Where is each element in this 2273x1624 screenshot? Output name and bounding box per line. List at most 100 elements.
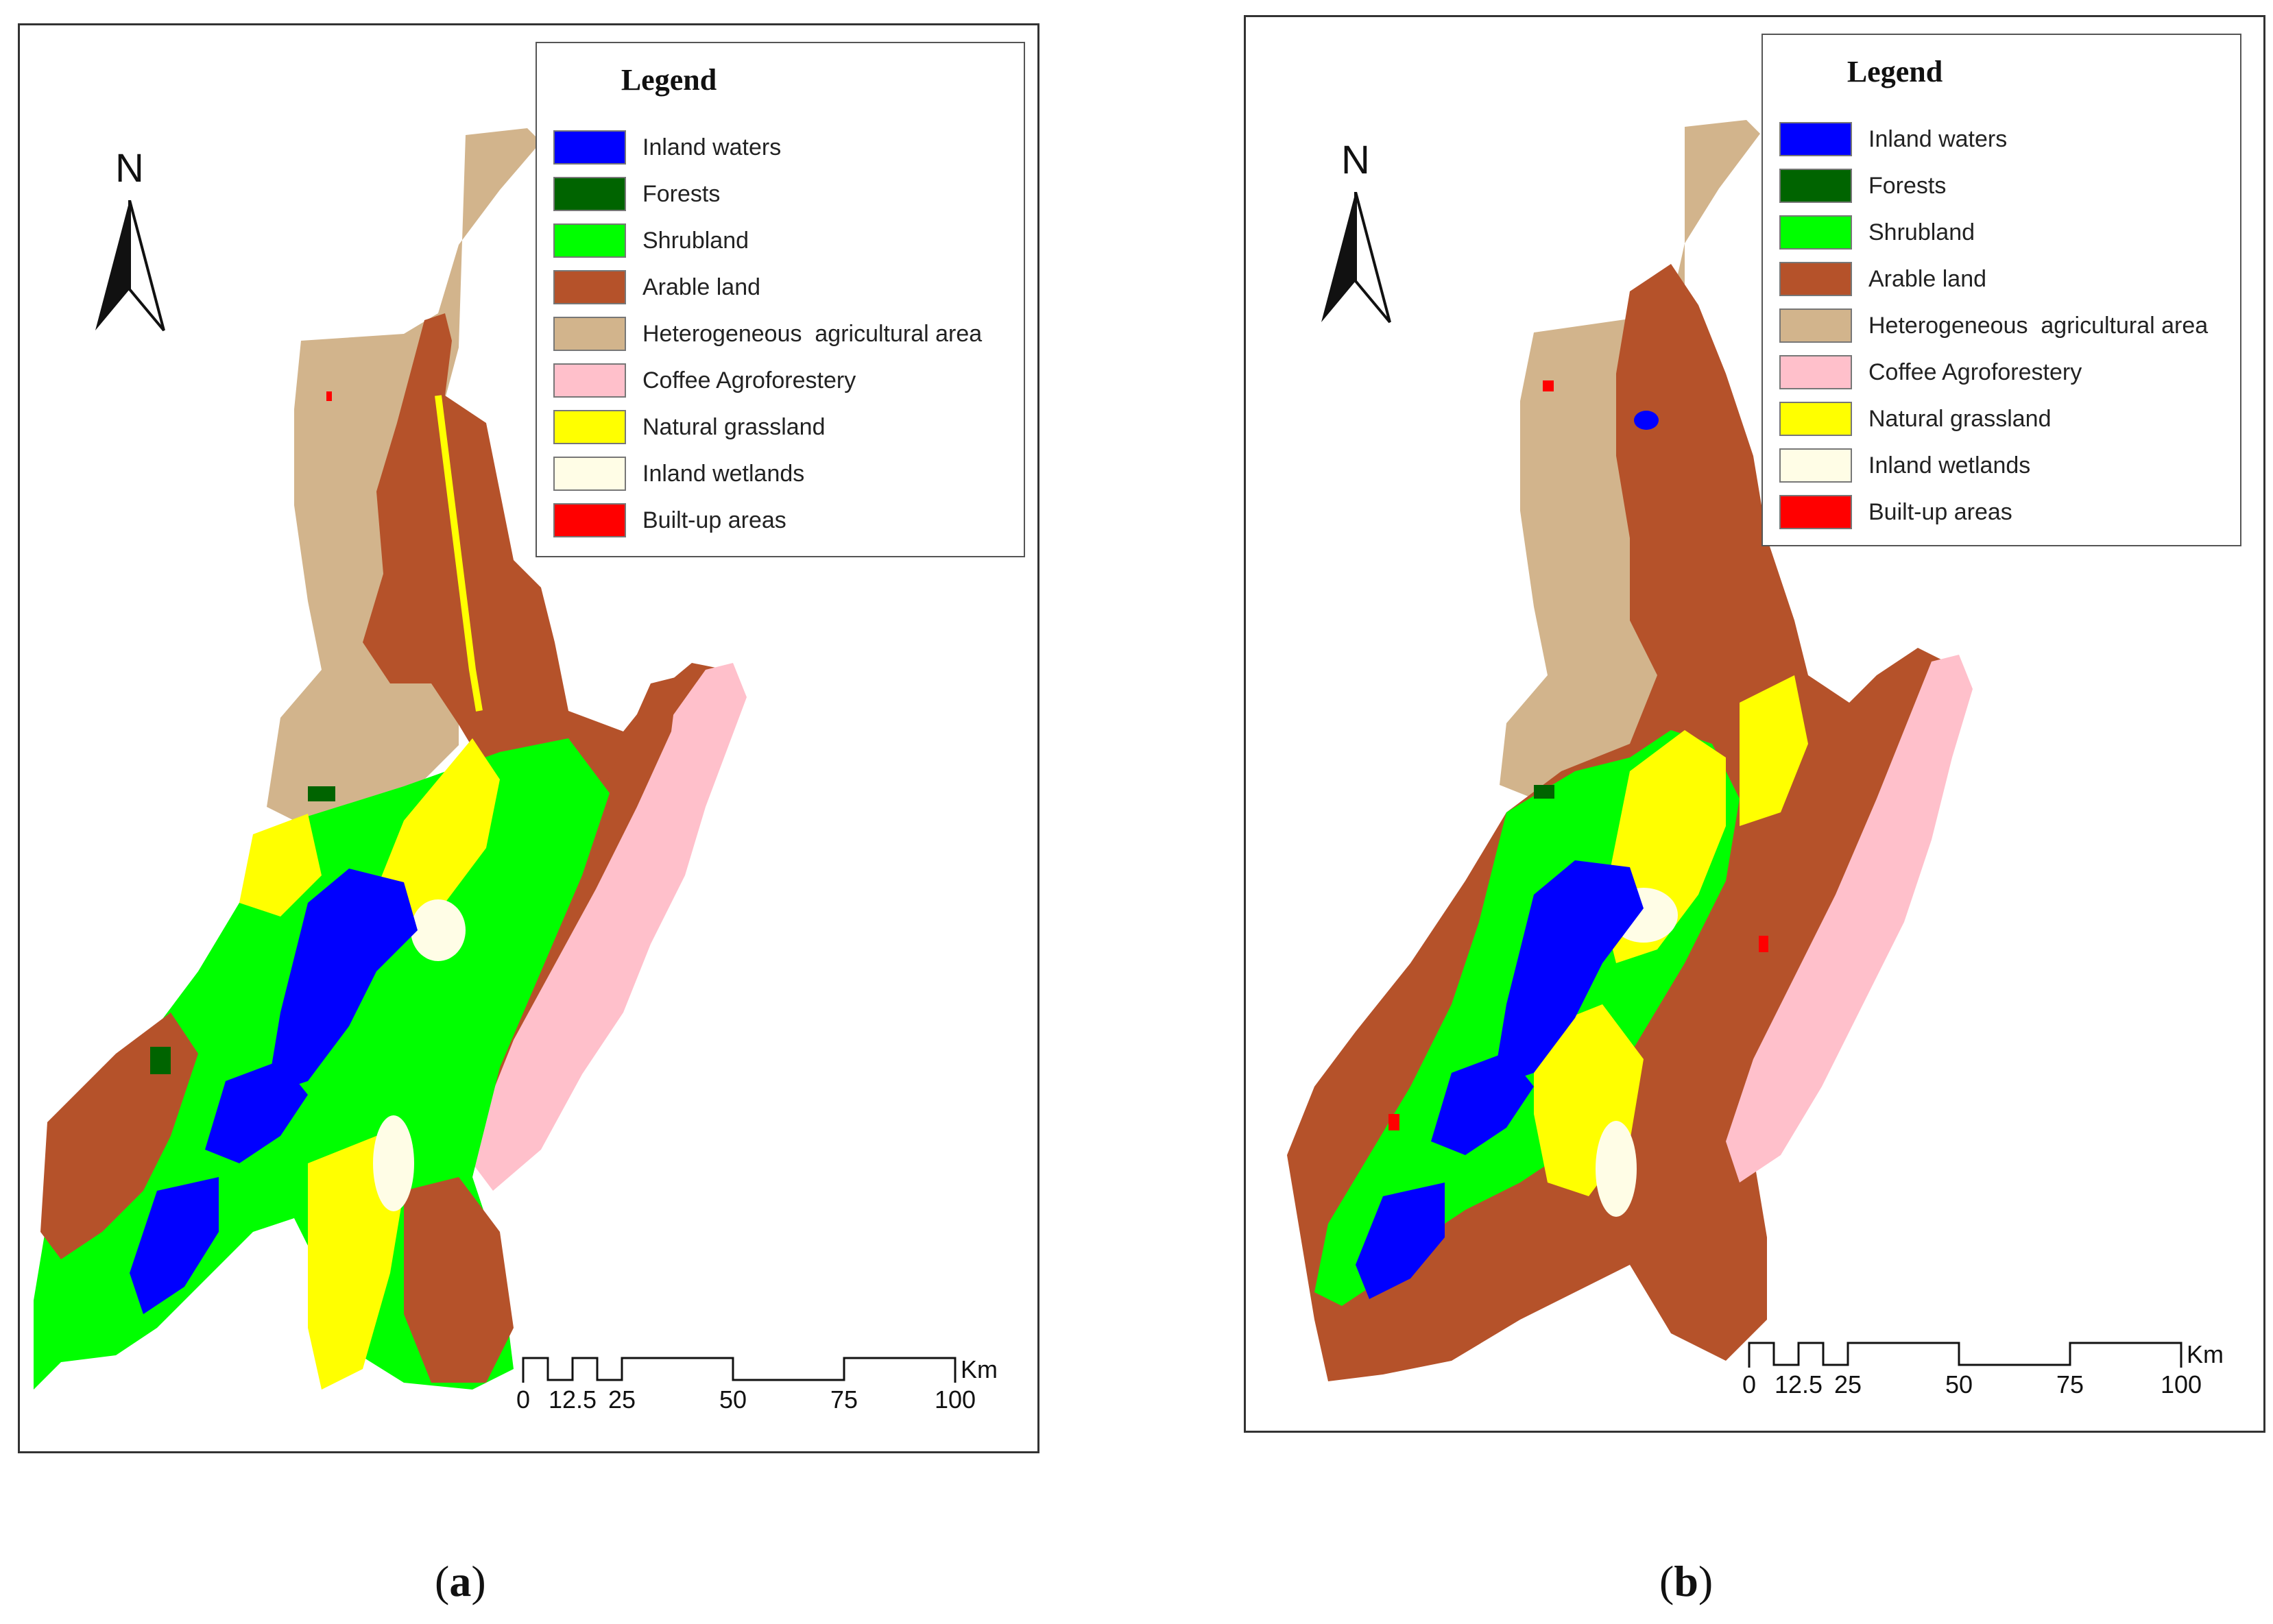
- caption-letter: a: [449, 1557, 472, 1605]
- land-cover-map-a: [34, 128, 747, 1390]
- scale-bar-graphic: [1748, 1342, 2182, 1368]
- legend-box: Legend Inland waters Forests Shrubland A…: [1761, 34, 2241, 546]
- region-forest-patch: [1534, 785, 1554, 799]
- region-grassland-central: [376, 738, 500, 930]
- lake-north: [267, 869, 418, 1095]
- caption-b: (b): [1659, 1556, 1713, 1607]
- scale-bar-graphic: [522, 1357, 957, 1383]
- scale-label-25: 25: [1833, 1370, 1862, 1398]
- legend-swatch: [553, 270, 626, 304]
- legend-swatch: [1779, 402, 1852, 436]
- legend-label: Inland waters: [642, 134, 782, 160]
- caption-close: ): [1698, 1557, 1713, 1605]
- scale-label-100: 100: [934, 1385, 976, 1414]
- legend-label: Coffee Agroforestery: [1868, 359, 2082, 385]
- legend-item-shrubland: Shrubland: [1779, 215, 1975, 250]
- legend-item-shrubland: Shrubland: [553, 223, 749, 258]
- lake-small-north: [1634, 411, 1659, 430]
- caption-close: ): [471, 1557, 486, 1605]
- region-wetland-south: [1596, 1121, 1637, 1217]
- region-built-up-patch-east: [1759, 936, 1768, 952]
- legend-item-inland-wetlands: Inland wetlands: [1779, 448, 2030, 483]
- region-arable-south-center: [404, 1177, 514, 1383]
- scale-label-75: 75: [830, 1385, 858, 1414]
- legend-swatch: [553, 130, 626, 165]
- caption-open: (: [435, 1557, 450, 1605]
- scale-unit: Km: [961, 1355, 998, 1383]
- region-arable-north: [363, 313, 726, 848]
- caption-letter: b: [1674, 1557, 1698, 1605]
- legend-item-heterogeneous-agricultural-area: Heterogeneous agricultural area: [1779, 308, 2208, 343]
- legend-swatch: [1779, 262, 1852, 296]
- legend-label: Built-up areas: [1868, 498, 2012, 525]
- legend-label: Inland waters: [1868, 125, 2008, 152]
- legend-swatch: [553, 317, 626, 351]
- legend-item-heterogeneous-agricultural-area: Heterogeneous agricultural area: [553, 316, 982, 352]
- legend-title: Legend: [1847, 55, 1943, 88]
- legend-swatch: [553, 503, 626, 537]
- legend-label: Shrubland: [642, 227, 749, 254]
- lake-north: [1493, 860, 1644, 1087]
- scale-label-75: 75: [2056, 1370, 2084, 1398]
- scale-unit: Km: [2187, 1340, 2224, 1368]
- region-grassland-river: [435, 395, 483, 712]
- north-arrow: N: [1314, 137, 1397, 343]
- legend-item-built-up-areas: Built-up areas: [1779, 494, 2012, 530]
- legend-label: Natural grassland: [642, 413, 826, 440]
- region-grassland-west: [239, 814, 322, 917]
- scale-bar: 0 12.5 25 50 75 100 Km: [1742, 1340, 2226, 1409]
- legend-label: Forests: [1868, 172, 1947, 199]
- region-wetland-south: [373, 1115, 414, 1211]
- legend-item-built-up-areas: Built-up areas: [553, 502, 786, 538]
- legend-item-coffee-agroforestery: Coffee Agroforestery: [1779, 354, 2082, 390]
- legend-label: Heterogeneous agricultural area: [1868, 312, 2209, 339]
- legend-swatch: [1779, 448, 1852, 483]
- region-grassland-south: [308, 1136, 404, 1390]
- north-arrow-icon: [1321, 192, 1391, 324]
- scale-label-0: 0: [516, 1385, 531, 1414]
- north-arrow: N: [88, 145, 171, 351]
- lake-south: [1356, 1183, 1445, 1299]
- map-panel-a: N Legend Inland waters Forests Shrubland…: [18, 23, 1039, 1453]
- region-coffee-agroforestery: [1726, 655, 1973, 1183]
- region-forest-patch: [308, 786, 335, 801]
- region-coffee-agroforestery: [472, 663, 747, 1191]
- legend-item-coffee-agroforestery: Coffee Agroforestery: [553, 363, 856, 398]
- legend-label: Arable land: [1868, 265, 1987, 292]
- legend-label: Heterogeneous agricultural area: [642, 320, 983, 347]
- legend-swatch: [553, 177, 626, 211]
- legend-swatch: [553, 410, 626, 444]
- legend-swatch: [553, 223, 626, 258]
- legend-label: Inland wetlands: [642, 460, 805, 487]
- scale-label-50: 50: [1945, 1370, 1973, 1398]
- legend-box: Legend Inland waters Forests Shrubland A…: [536, 42, 1025, 557]
- legend-item-natural-grassland: Natural grassland: [553, 409, 825, 445]
- region-forest-patch-sw: [150, 1047, 171, 1074]
- map-panel-b: N Legend Inland waters Forests Shrubland…: [1244, 15, 2265, 1433]
- legend-label: Arable land: [642, 274, 761, 300]
- legend-label: Coffee Agroforestery: [642, 367, 856, 393]
- legend-swatch: [1779, 169, 1852, 203]
- legend-item-forests: Forests: [1779, 168, 1946, 204]
- legend-item-inland-waters: Inland waters: [1779, 121, 2007, 157]
- north-arrow-letter: N: [1341, 138, 1370, 182]
- legend-item-natural-grassland: Natural grassland: [1779, 401, 2051, 437]
- legend-title: Legend: [621, 63, 717, 97]
- region-built-up-patch-sw: [1388, 1114, 1399, 1130]
- caption-open: (: [1659, 1557, 1674, 1605]
- region-grassland-east: [1740, 675, 1808, 826]
- legend-label: Natural grassland: [1868, 405, 2052, 432]
- north-arrow-letter: N: [115, 146, 144, 191]
- legend-swatch: [1779, 495, 1852, 529]
- legend-label: Inland wetlands: [1868, 452, 2031, 478]
- scale-label-100: 100: [2160, 1370, 2202, 1398]
- caption-a: (a): [435, 1556, 486, 1607]
- lake-middle: [205, 1061, 308, 1163]
- legend-item-inland-wetlands: Inland wetlands: [553, 456, 804, 492]
- region-built-up-patch: [1543, 380, 1554, 391]
- legend-item-inland-waters: Inland waters: [553, 130, 781, 165]
- scale-label-25: 25: [608, 1385, 636, 1414]
- lake-middle: [1431, 1052, 1534, 1155]
- region-wetland-north: [411, 899, 466, 961]
- legend-label: Built-up areas: [642, 507, 786, 533]
